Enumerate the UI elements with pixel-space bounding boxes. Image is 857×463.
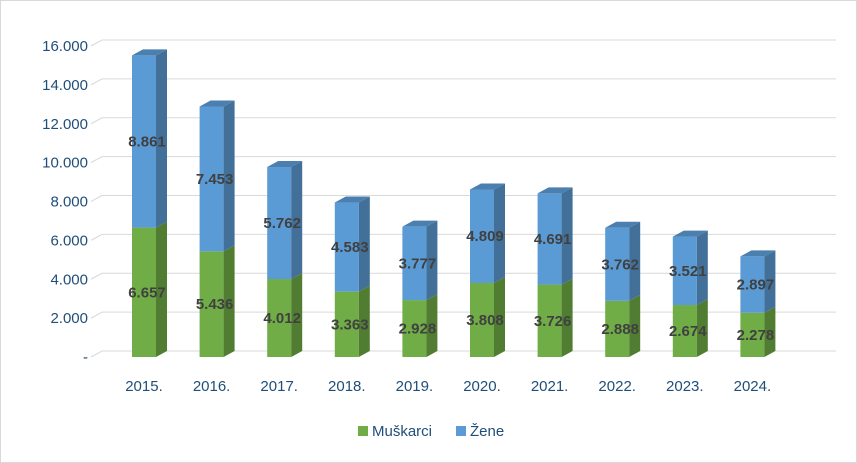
y-tick-label: - (83, 349, 88, 366)
data-label: 3.521 (669, 263, 707, 280)
x-tick-label: 2017. (260, 378, 298, 395)
x-tick-label: 2021. (531, 378, 569, 395)
data-label: 3.808 (466, 312, 504, 329)
data-label: 2.897 (737, 277, 775, 294)
legend-swatch (456, 426, 466, 436)
gridline (90, 350, 836, 358)
y-tick-label: 2.000 (50, 310, 88, 327)
bar-segment (605, 294, 641, 357)
x-tick-label: 2024. (734, 378, 772, 395)
bar-segment (537, 278, 573, 357)
data-label: 7.453 (196, 171, 234, 188)
gridline (90, 233, 836, 241)
legend-label: Muškarci (372, 423, 432, 440)
data-label: 2.278 (737, 327, 775, 344)
bar-segment (672, 299, 708, 357)
y-tick-label: 4.000 (50, 271, 88, 288)
data-label: 3.777 (399, 255, 437, 272)
bar-segment (334, 285, 370, 357)
data-label: 2.888 (601, 321, 639, 338)
bar-segment (740, 250, 776, 313)
bars (132, 49, 776, 357)
bar-segment (199, 100, 235, 252)
data-label: 4.012 (263, 310, 301, 327)
y-tick-label: 12.000 (42, 116, 88, 133)
bar-segment (334, 196, 370, 292)
data-label: 4.691 (534, 231, 572, 248)
data-label: 5.436 (196, 296, 234, 313)
bar-segment (470, 183, 505, 283)
gridline (90, 272, 836, 280)
legend-swatch (358, 426, 368, 436)
x-tick-label: 2015. (125, 378, 163, 395)
y-tick-label: 16.000 (42, 38, 88, 55)
x-tick-label: 2018. (328, 378, 366, 395)
x-tick-label: 2016. (193, 378, 231, 395)
x-axis-ticks: 2015. 2016. 2017. 2018. 2019. 2020. 2021. 2022.… (125, 378, 771, 395)
bar-segment (402, 220, 438, 301)
gridlines (90, 39, 836, 358)
data-label: 6.657 (128, 284, 166, 301)
gridline (90, 195, 836, 202)
y-tick-label: 8.000 (50, 194, 88, 211)
gridline (90, 78, 836, 86)
x-tick-label: 2023. (666, 378, 704, 395)
gridline (90, 311, 836, 319)
data-label: 2.928 (399, 321, 437, 338)
data-label: 3.363 (331, 316, 369, 333)
data-labels: 6.657 8.861 5.436 7.453 4.012 5.762 3.363 4.583… (128, 133, 774, 343)
bar-segment (132, 221, 167, 357)
data-label: 3.726 (534, 313, 572, 330)
bar-segment (740, 306, 776, 357)
bar-segment (267, 273, 303, 357)
data-label: 4.583 (331, 239, 369, 256)
gridline (90, 117, 836, 125)
y-tick-label: 10.000 (42, 155, 88, 172)
data-label: 5.762 (263, 215, 301, 232)
data-label: 4.809 (466, 228, 504, 245)
gridline (90, 156, 836, 164)
y-axis-ticks: - 2.000 4.000 6.000 8.000 10.000 12.000 14.000 1… (42, 38, 88, 366)
bar-segment (132, 49, 167, 228)
bar-segment (605, 221, 641, 301)
data-label: 3.762 (601, 256, 639, 273)
bar-segment (537, 187, 573, 285)
y-tick-label: 6.000 (50, 232, 88, 249)
legend-label: Žene (470, 423, 504, 440)
data-label: 2.674 (669, 323, 707, 340)
data-label: 8.861 (128, 133, 166, 150)
x-tick-label: 2019. (396, 378, 434, 395)
x-tick-label: 2020. (463, 378, 501, 395)
bar-segment (267, 161, 303, 280)
bar-segment (199, 245, 235, 357)
bar-segment (470, 276, 505, 357)
bar-segment (402, 294, 438, 357)
bar-segment (672, 230, 708, 306)
x-tick-label: 2022. (598, 378, 636, 395)
gridline (90, 39, 836, 47)
legend: Muškarci Žene (358, 423, 504, 440)
y-tick-label: 14.000 (42, 77, 88, 94)
